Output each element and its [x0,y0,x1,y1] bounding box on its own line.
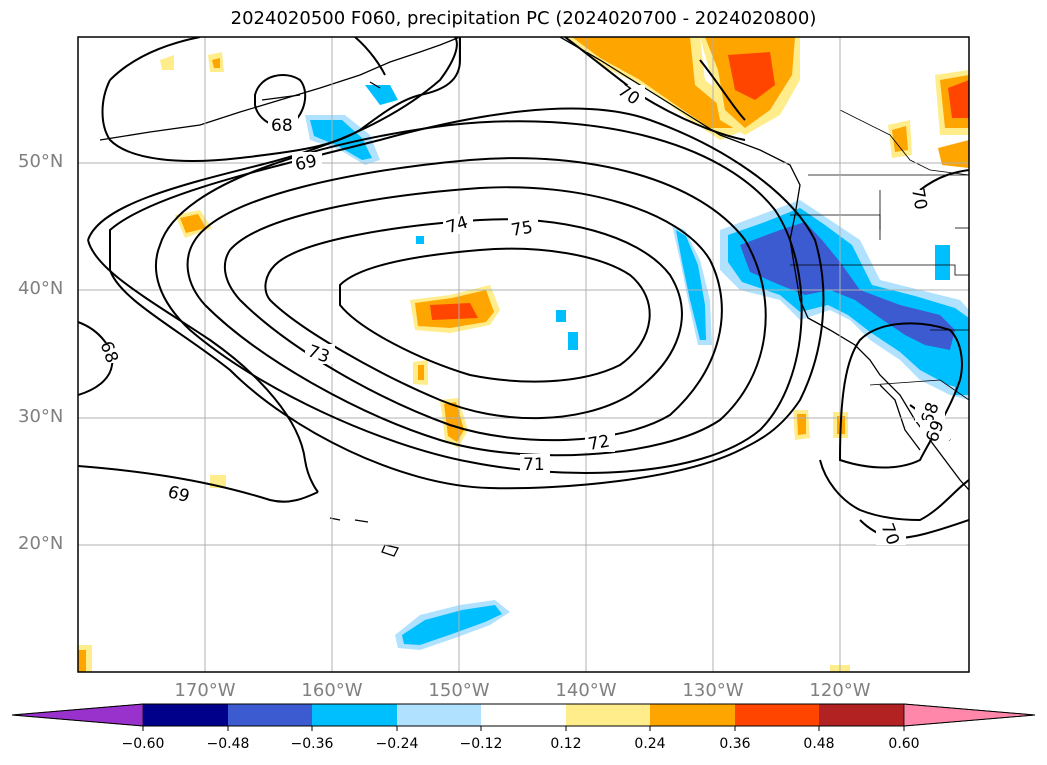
colorbar-segment [143,704,228,726]
longitude-label: 160°W [301,680,363,701]
colorbar-tick-label: −0.48 [206,736,250,752]
contour-label: 71 [523,455,545,475]
colorbar-tick-label: 0.24 [634,736,666,752]
colorbar-tick-label: 0.36 [719,736,751,752]
longitude-label: 170°W [174,680,236,701]
colorbar-tick-label: −0.24 [375,736,419,752]
colorbar-segment [228,704,312,726]
contour-label: 72 [587,431,612,454]
contour-label: 68 [271,116,293,136]
contour-lines [78,37,969,540]
map-title: 2024020500 F060, precipitation PC (20240… [230,8,817,29]
latitude-label: 30°N [18,406,64,427]
colorbar-tick-label: 0.60 [888,736,920,752]
latitude-label: 40°N [18,278,64,299]
longitude-label: 130°W [682,680,744,701]
longitude-label: 120°W [809,680,871,701]
contour-label: 75 [510,217,535,240]
contour-label: 70 [907,187,930,212]
latitude-label: 50°N [18,151,64,172]
colorbar-segment [566,704,650,726]
colorbar-high-extension [903,703,1036,727]
colorbar-tick-label: 0.48 [803,736,835,752]
colorbar [11,703,1036,731]
contour-label: 69 [293,151,318,175]
colorbar-segment [312,704,397,726]
gridlines [78,37,969,672]
latitude-label: 20°N [18,533,64,554]
colorbar-tick-label: 0.12 [550,736,582,752]
colorbar-low-extension [11,703,144,727]
colorbar-tick-label: −0.12 [459,736,503,752]
colorbar-segment [397,704,481,726]
colorbar-segment [819,704,904,726]
plot-area [78,37,969,672]
plot-frame [77,36,970,673]
colorbar-segment [650,704,735,726]
colorbar-segment [481,704,566,726]
colorbar-segment [735,704,819,726]
contour-label-group: 68 69 70 71 72 73 74 75 68 69 70 70 68 [95,81,950,548]
longitude-label: 140°W [555,680,617,701]
colorbar-tick-label: −0.60 [121,736,165,752]
colorbar-tick-label: −0.36 [290,736,334,752]
longitude-label: 150°W [428,680,490,701]
